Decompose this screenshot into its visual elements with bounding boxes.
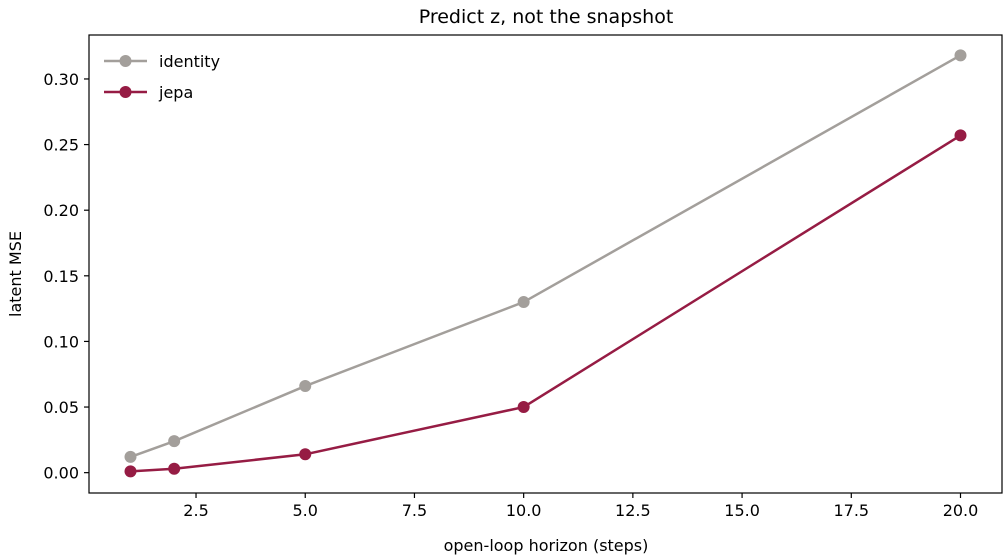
- plot-area: [124, 49, 967, 478]
- y-tick-label: 0.05: [43, 398, 79, 417]
- x-tick-label: 20.0: [943, 501, 979, 520]
- plot-frame: [88, 34, 1003, 494]
- x-tick-label: 2.5: [183, 501, 208, 520]
- x-axis: 2.5 5.0 7.5 10.0 12.5 15.0 17.5 20.0: [183, 493, 978, 520]
- data-point-jepa: [124, 465, 137, 478]
- data-point-jepa: [517, 401, 530, 414]
- y-tick-label: 0.25: [43, 136, 79, 155]
- series-line-jepa: [130, 134, 962, 473]
- chart-title: Predict z, not the snapshot: [419, 6, 674, 28]
- data-point-identity: [954, 49, 967, 62]
- y-axis-label: latent MSE: [6, 231, 25, 317]
- legend-marker-jepa: [119, 86, 132, 98]
- y-tick-label: 0.10: [43, 332, 79, 351]
- data-point-jepa: [954, 129, 967, 142]
- data-point-identity: [299, 380, 312, 393]
- y-tick-label: 0.15: [43, 267, 79, 286]
- data-point-jepa: [168, 462, 181, 475]
- data-point-identity: [517, 296, 530, 309]
- legend: identity jepa: [104, 52, 220, 102]
- data-point-jepa: [299, 448, 312, 461]
- x-tick-label: 10.0: [506, 501, 542, 520]
- legend-marker-identity: [119, 55, 132, 67]
- y-tick-label: 0.00: [43, 464, 79, 483]
- y-tick-label: 0.30: [43, 70, 79, 89]
- data-point-identity: [168, 435, 181, 448]
- x-tick-label: 12.5: [615, 501, 651, 520]
- x-axis-label: open-loop horizon (steps): [444, 536, 649, 555]
- legend-label-identity: identity: [159, 52, 220, 71]
- x-tick-label: 15.0: [724, 501, 760, 520]
- y-tick-label: 0.20: [43, 201, 79, 220]
- x-tick-label: 5.0: [293, 501, 318, 520]
- y-axis: 0.00 0.05 0.10 0.15 0.20 0.25 0.30: [43, 70, 89, 483]
- series-line-identity: [130, 54, 962, 459]
- x-tick-label: 7.5: [402, 501, 427, 520]
- legend-label-jepa: jepa: [158, 83, 193, 102]
- data-point-identity: [124, 450, 137, 463]
- x-tick-label: 17.5: [833, 501, 869, 520]
